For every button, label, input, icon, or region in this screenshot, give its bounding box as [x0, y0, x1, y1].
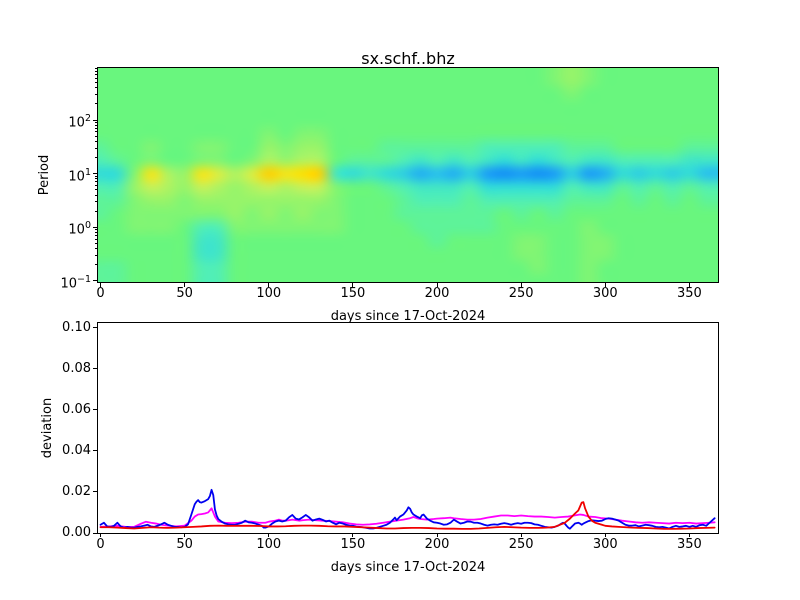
- x-tick-label: 0: [96, 286, 105, 301]
- x-tick-label: 350: [676, 286, 702, 301]
- bottom-x-axis-label: days since 17-Oct-2024: [330, 560, 486, 575]
- y-minor-tick-mark: [94, 77, 97, 79]
- x-tick-mark: [100, 283, 102, 287]
- x-tick-label: 300: [592, 286, 618, 301]
- x-tick-mark: [688, 283, 690, 287]
- y-minor-tick-mark: [94, 121, 97, 123]
- y-minor-tick-mark: [94, 127, 97, 129]
- y-minor-tick-mark: [94, 71, 97, 73]
- y-minor-tick-mark: [94, 201, 97, 203]
- x-tick-label: 100: [256, 537, 282, 552]
- x-tick-label: 200: [424, 286, 450, 301]
- y-minor-tick-mark: [94, 131, 97, 133]
- x-tick-mark: [436, 283, 438, 287]
- x-tick-label: 250: [508, 286, 534, 301]
- x-tick-mark: [184, 283, 186, 287]
- y-tick-mark: [93, 491, 97, 493]
- y-minor-tick-mark: [94, 242, 97, 244]
- bottom-axes-frame: [97, 322, 719, 534]
- x-tick-label: 250: [508, 537, 534, 552]
- x-tick-mark: [352, 283, 354, 287]
- y-tick-label: 0.08: [62, 360, 91, 376]
- y-minor-tick-mark: [94, 238, 97, 240]
- y-tick-mark: [93, 173, 97, 175]
- y-tick-label: 100: [68, 220, 91, 238]
- y-minor-tick-mark: [94, 175, 97, 177]
- y-minor-tick-mark: [94, 103, 97, 105]
- x-tick-mark: [520, 283, 522, 287]
- y-tick-mark: [93, 368, 97, 370]
- x-tick-mark: [184, 533, 186, 537]
- y-minor-tick-mark: [94, 74, 97, 76]
- y-minor-tick-mark: [94, 140, 97, 142]
- x-tick-mark: [604, 533, 606, 537]
- y-tick-mark: [93, 450, 97, 452]
- x-tick-mark: [520, 533, 522, 537]
- y-minor-tick-mark: [94, 231, 97, 233]
- top-axes-frame: [97, 67, 719, 283]
- y-minor-tick-mark: [94, 157, 97, 158]
- x-tick-label: 150: [340, 537, 366, 552]
- x-tick-mark: [268, 533, 270, 537]
- x-tick-label: 300: [592, 537, 618, 552]
- y-tick-label: 102: [68, 113, 91, 131]
- y-minor-tick-mark: [94, 189, 97, 191]
- y-tick-mark: [93, 280, 97, 282]
- y-minor-tick-mark: [94, 235, 97, 237]
- y-minor-tick-mark: [94, 87, 97, 89]
- y-minor-tick-mark: [94, 68, 97, 70]
- y-tick-mark: [93, 409, 97, 411]
- x-tick-label: 200: [424, 537, 450, 552]
- red-deviation-line: [99, 501, 716, 530]
- y-minor-tick-mark: [94, 248, 97, 250]
- y-tick-mark: [93, 226, 97, 228]
- y-tick-mark: [93, 327, 97, 329]
- y-tick-label: 0.00: [62, 525, 91, 540]
- y-minor-tick-mark: [94, 264, 97, 266]
- y-tick-mark: [93, 119, 97, 121]
- top-x-axis-label: days since 17-Oct-2024: [330, 309, 486, 324]
- y-minor-tick-mark: [94, 178, 97, 180]
- x-tick-label: 350: [676, 537, 702, 552]
- x-tick-mark: [100, 533, 102, 537]
- y-tick-label: 101: [68, 166, 91, 184]
- x-tick-label: 0: [96, 537, 105, 552]
- y-tick-label: 0.02: [62, 483, 91, 499]
- y-tick-label: 0.04: [62, 442, 91, 458]
- x-tick-label: 100: [256, 286, 282, 301]
- y-tick-mark: [93, 532, 97, 534]
- chart-title: sx.schf..bhz: [361, 49, 455, 68]
- y-tick-label: 0.06: [62, 401, 91, 417]
- y-minor-tick-mark: [94, 254, 97, 256]
- y-minor-tick-mark: [94, 229, 97, 231]
- y-minor-tick-mark: [94, 181, 97, 183]
- y-minor-tick-mark: [94, 93, 97, 95]
- y-minor-tick-mark: [94, 82, 97, 84]
- blue-deviation-line: [99, 488, 716, 530]
- y-minor-tick-mark: [94, 147, 97, 149]
- y-tick-label: 10−1: [60, 273, 91, 292]
- y-minor-tick-mark: [94, 124, 97, 126]
- x-tick-label: 50: [176, 537, 193, 552]
- y-minor-tick-mark: [94, 135, 97, 137]
- spectrogram-heatmap: [98, 68, 718, 282]
- y-minor-tick-mark: [94, 210, 97, 212]
- y-minor-tick-mark: [94, 194, 97, 196]
- deviation-line-chart: [99, 488, 716, 530]
- x-tick-mark: [688, 533, 690, 537]
- x-tick-mark: [268, 283, 270, 287]
- y-tick-label: 0.10: [62, 319, 91, 335]
- y-minor-tick-mark: [94, 185, 97, 187]
- x-tick-mark: [604, 283, 606, 287]
- x-tick-mark: [436, 533, 438, 537]
- x-tick-label: 50: [176, 286, 193, 301]
- x-tick-mark: [352, 533, 354, 537]
- x-tick-label: 150: [340, 286, 366, 301]
